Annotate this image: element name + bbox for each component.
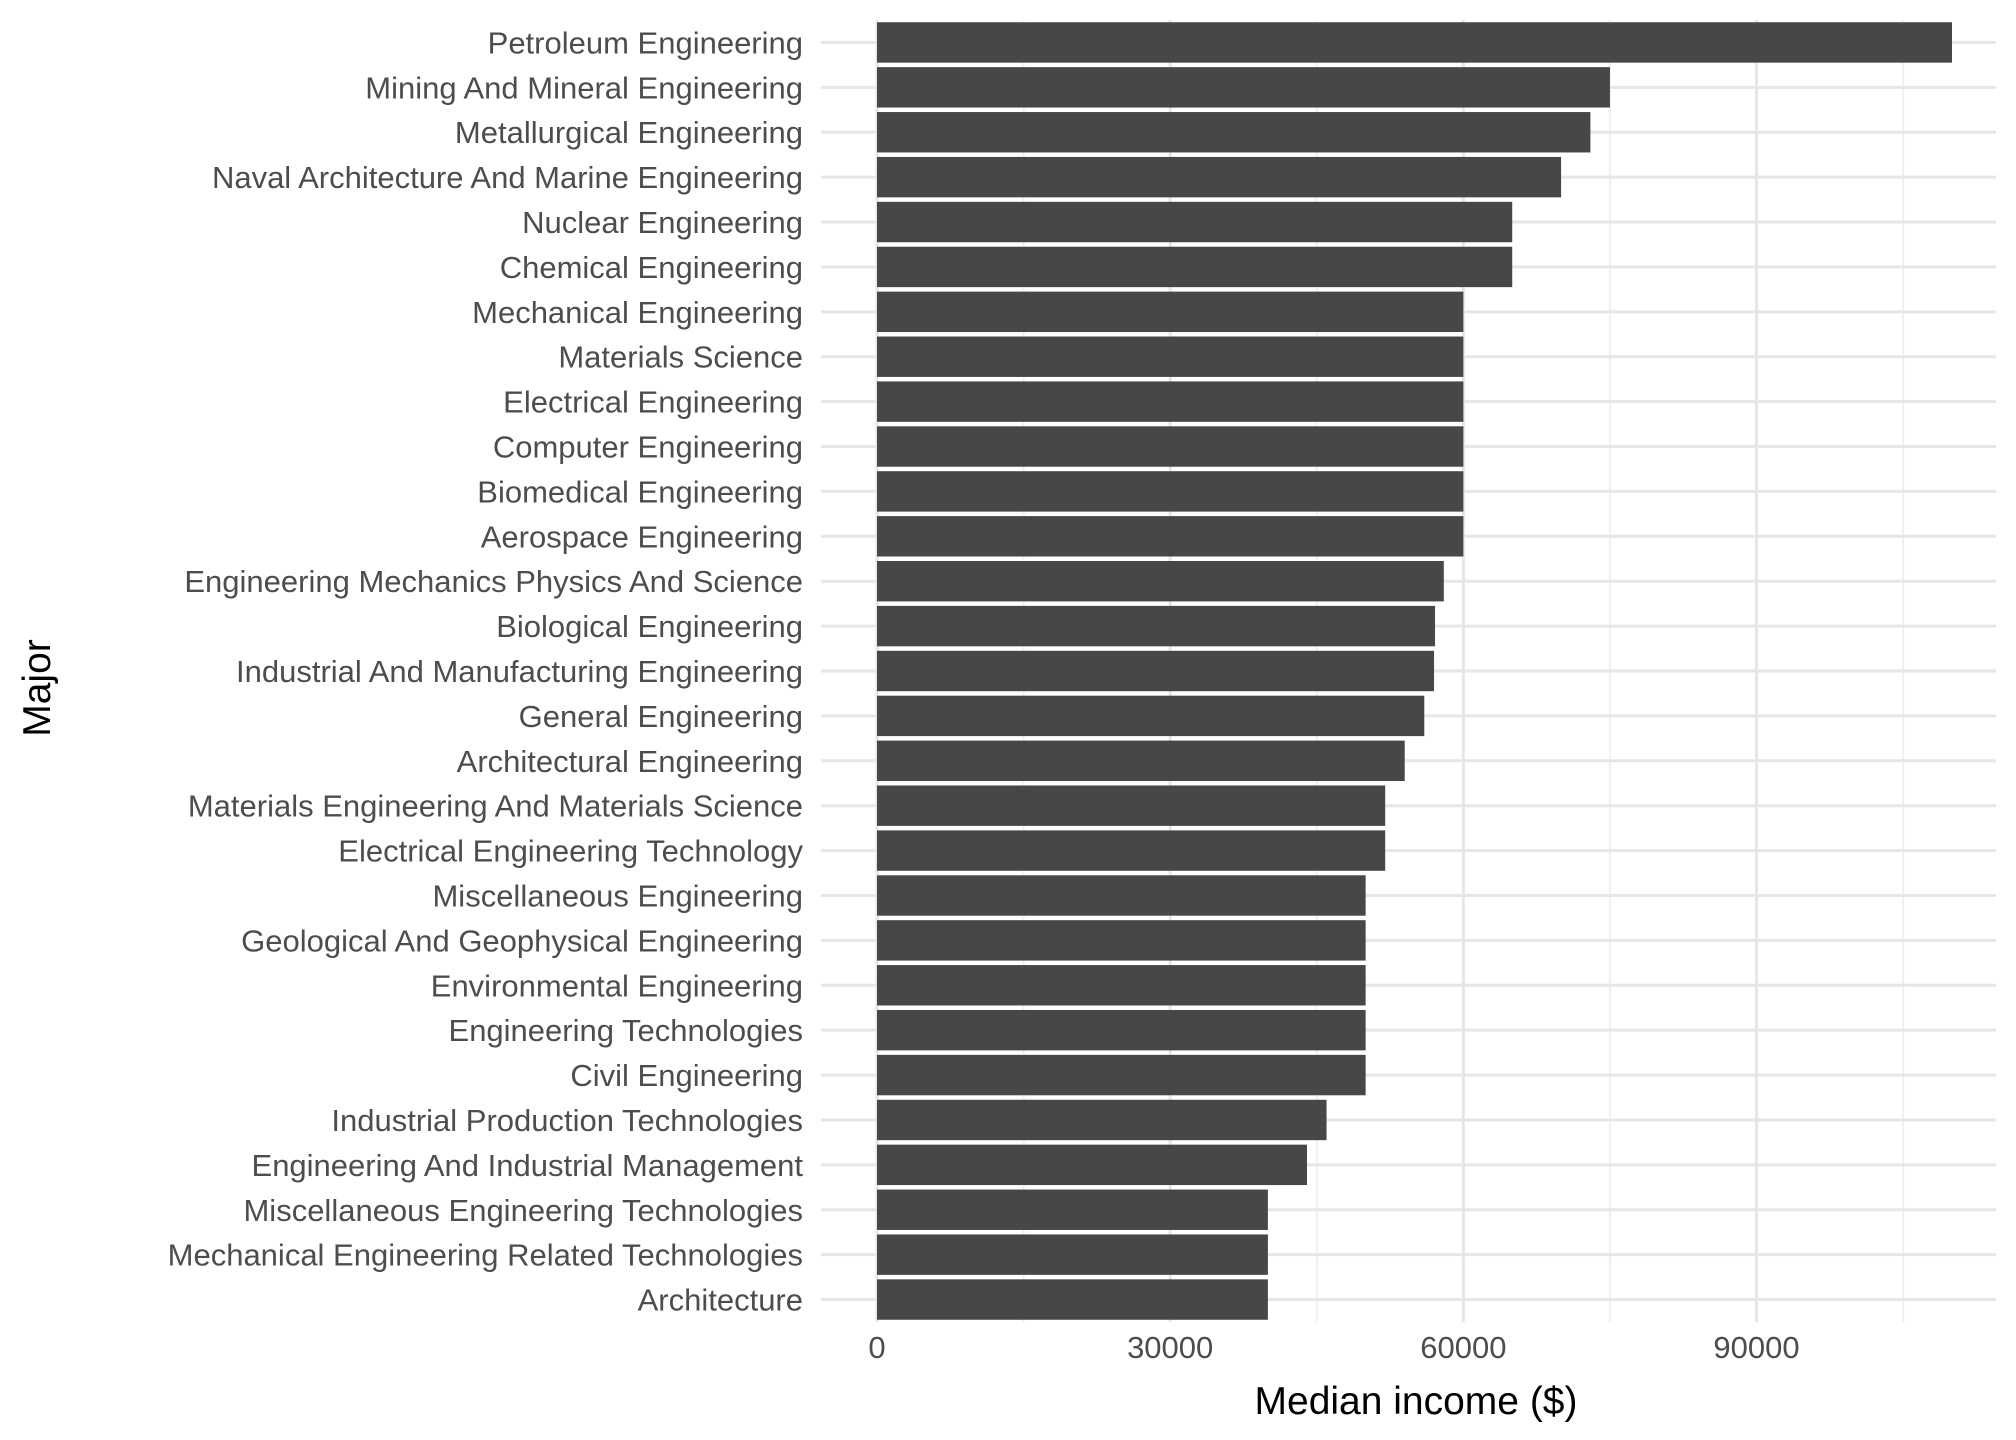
bar: [877, 695, 1425, 737]
category-label: Nuclear Engineering: [522, 205, 803, 240]
bar: [877, 650, 1435, 692]
bar: [877, 67, 1610, 108]
bar: [877, 1189, 1268, 1230]
bar: [877, 22, 1952, 63]
category-label: Mechanical Engineering Related Technolog…: [168, 1238, 803, 1273]
category-label: Civil Engineering: [570, 1058, 803, 1093]
bar: [877, 875, 1366, 916]
bar: [877, 336, 1464, 377]
x-tick-label: 30000: [1127, 1330, 1213, 1365]
category-label: Materials Engineering And Materials Scie…: [188, 789, 803, 824]
bar: [877, 1009, 1366, 1051]
category-label: General Engineering: [519, 699, 803, 734]
category-label: Computer Engineering: [493, 430, 803, 465]
category-label: Industrial Production Technologies: [331, 1103, 803, 1138]
category-label: Engineering Technologies: [449, 1013, 803, 1048]
x-tick-labels: 0 30000 60000 90000: [868, 1330, 1799, 1365]
x-axis-title: Median income ($): [1255, 1380, 1578, 1423]
bar: [877, 1234, 1268, 1275]
category-label: Biomedical Engineering: [477, 474, 803, 509]
category-label: Miscellaneous Engineering Technologies: [243, 1193, 803, 1228]
bar: [877, 785, 1386, 826]
category-label: Mining And Mineral Engineering: [365, 70, 803, 105]
bar: [877, 1099, 1327, 1141]
category-label: Metallurgical Engineering: [455, 115, 803, 150]
bar: [877, 605, 1436, 647]
x-tick-label: 0: [868, 1330, 885, 1365]
category-label: Engineering Mechanics Physics And Scienc…: [184, 564, 803, 599]
category-label: Electrical Engineering: [503, 385, 803, 420]
category-label: Chemical Engineering: [500, 250, 803, 285]
category-label: Architecture: [638, 1283, 803, 1318]
bar: [877, 426, 1464, 467]
bar: [877, 516, 1464, 557]
category-label: Geological And Geophysical Engineering: [241, 923, 803, 958]
x-tick-label: 90000: [1713, 1330, 1799, 1365]
bar: [877, 291, 1464, 333]
category-label: Electrical Engineering Technology: [338, 834, 803, 869]
bar: [877, 246, 1513, 288]
bar: [877, 740, 1405, 781]
category-label: Petroleum Engineering: [488, 25, 803, 60]
category-label: Biological Engineering: [496, 609, 803, 644]
bar: [877, 112, 1591, 153]
bar: [877, 1279, 1268, 1320]
category-label: Environmental Engineering: [431, 968, 803, 1003]
bar: [877, 920, 1366, 961]
bar: [877, 965, 1366, 1006]
bars: [877, 22, 1952, 1320]
bar: [877, 201, 1513, 243]
bar: [877, 381, 1464, 422]
category-label: Naval Architecture And Marine Engineerin…: [212, 160, 803, 195]
category-label: Engineering And Industrial Management: [252, 1148, 804, 1183]
y-axis-title: Major: [16, 639, 59, 737]
bar: [877, 156, 1562, 198]
bar: [877, 561, 1444, 602]
x-tick-label: 60000: [1420, 1330, 1506, 1365]
bar: [877, 471, 1464, 512]
category-label: Architectural Engineering: [457, 744, 803, 779]
category-labels: Petroleum Engineering Mining And Mineral …: [168, 25, 804, 1317]
category-label: Mechanical Engineering: [472, 295, 803, 330]
bar: [877, 830, 1386, 871]
bar: [877, 1144, 1307, 1186]
category-label: Miscellaneous Engineering: [432, 878, 803, 913]
category-label: Aerospace Engineering: [481, 519, 803, 554]
category-label: Industrial And Manufacturing Engineering: [236, 654, 803, 689]
bar: [877, 1054, 1366, 1096]
category-label: Materials Science: [558, 340, 803, 375]
